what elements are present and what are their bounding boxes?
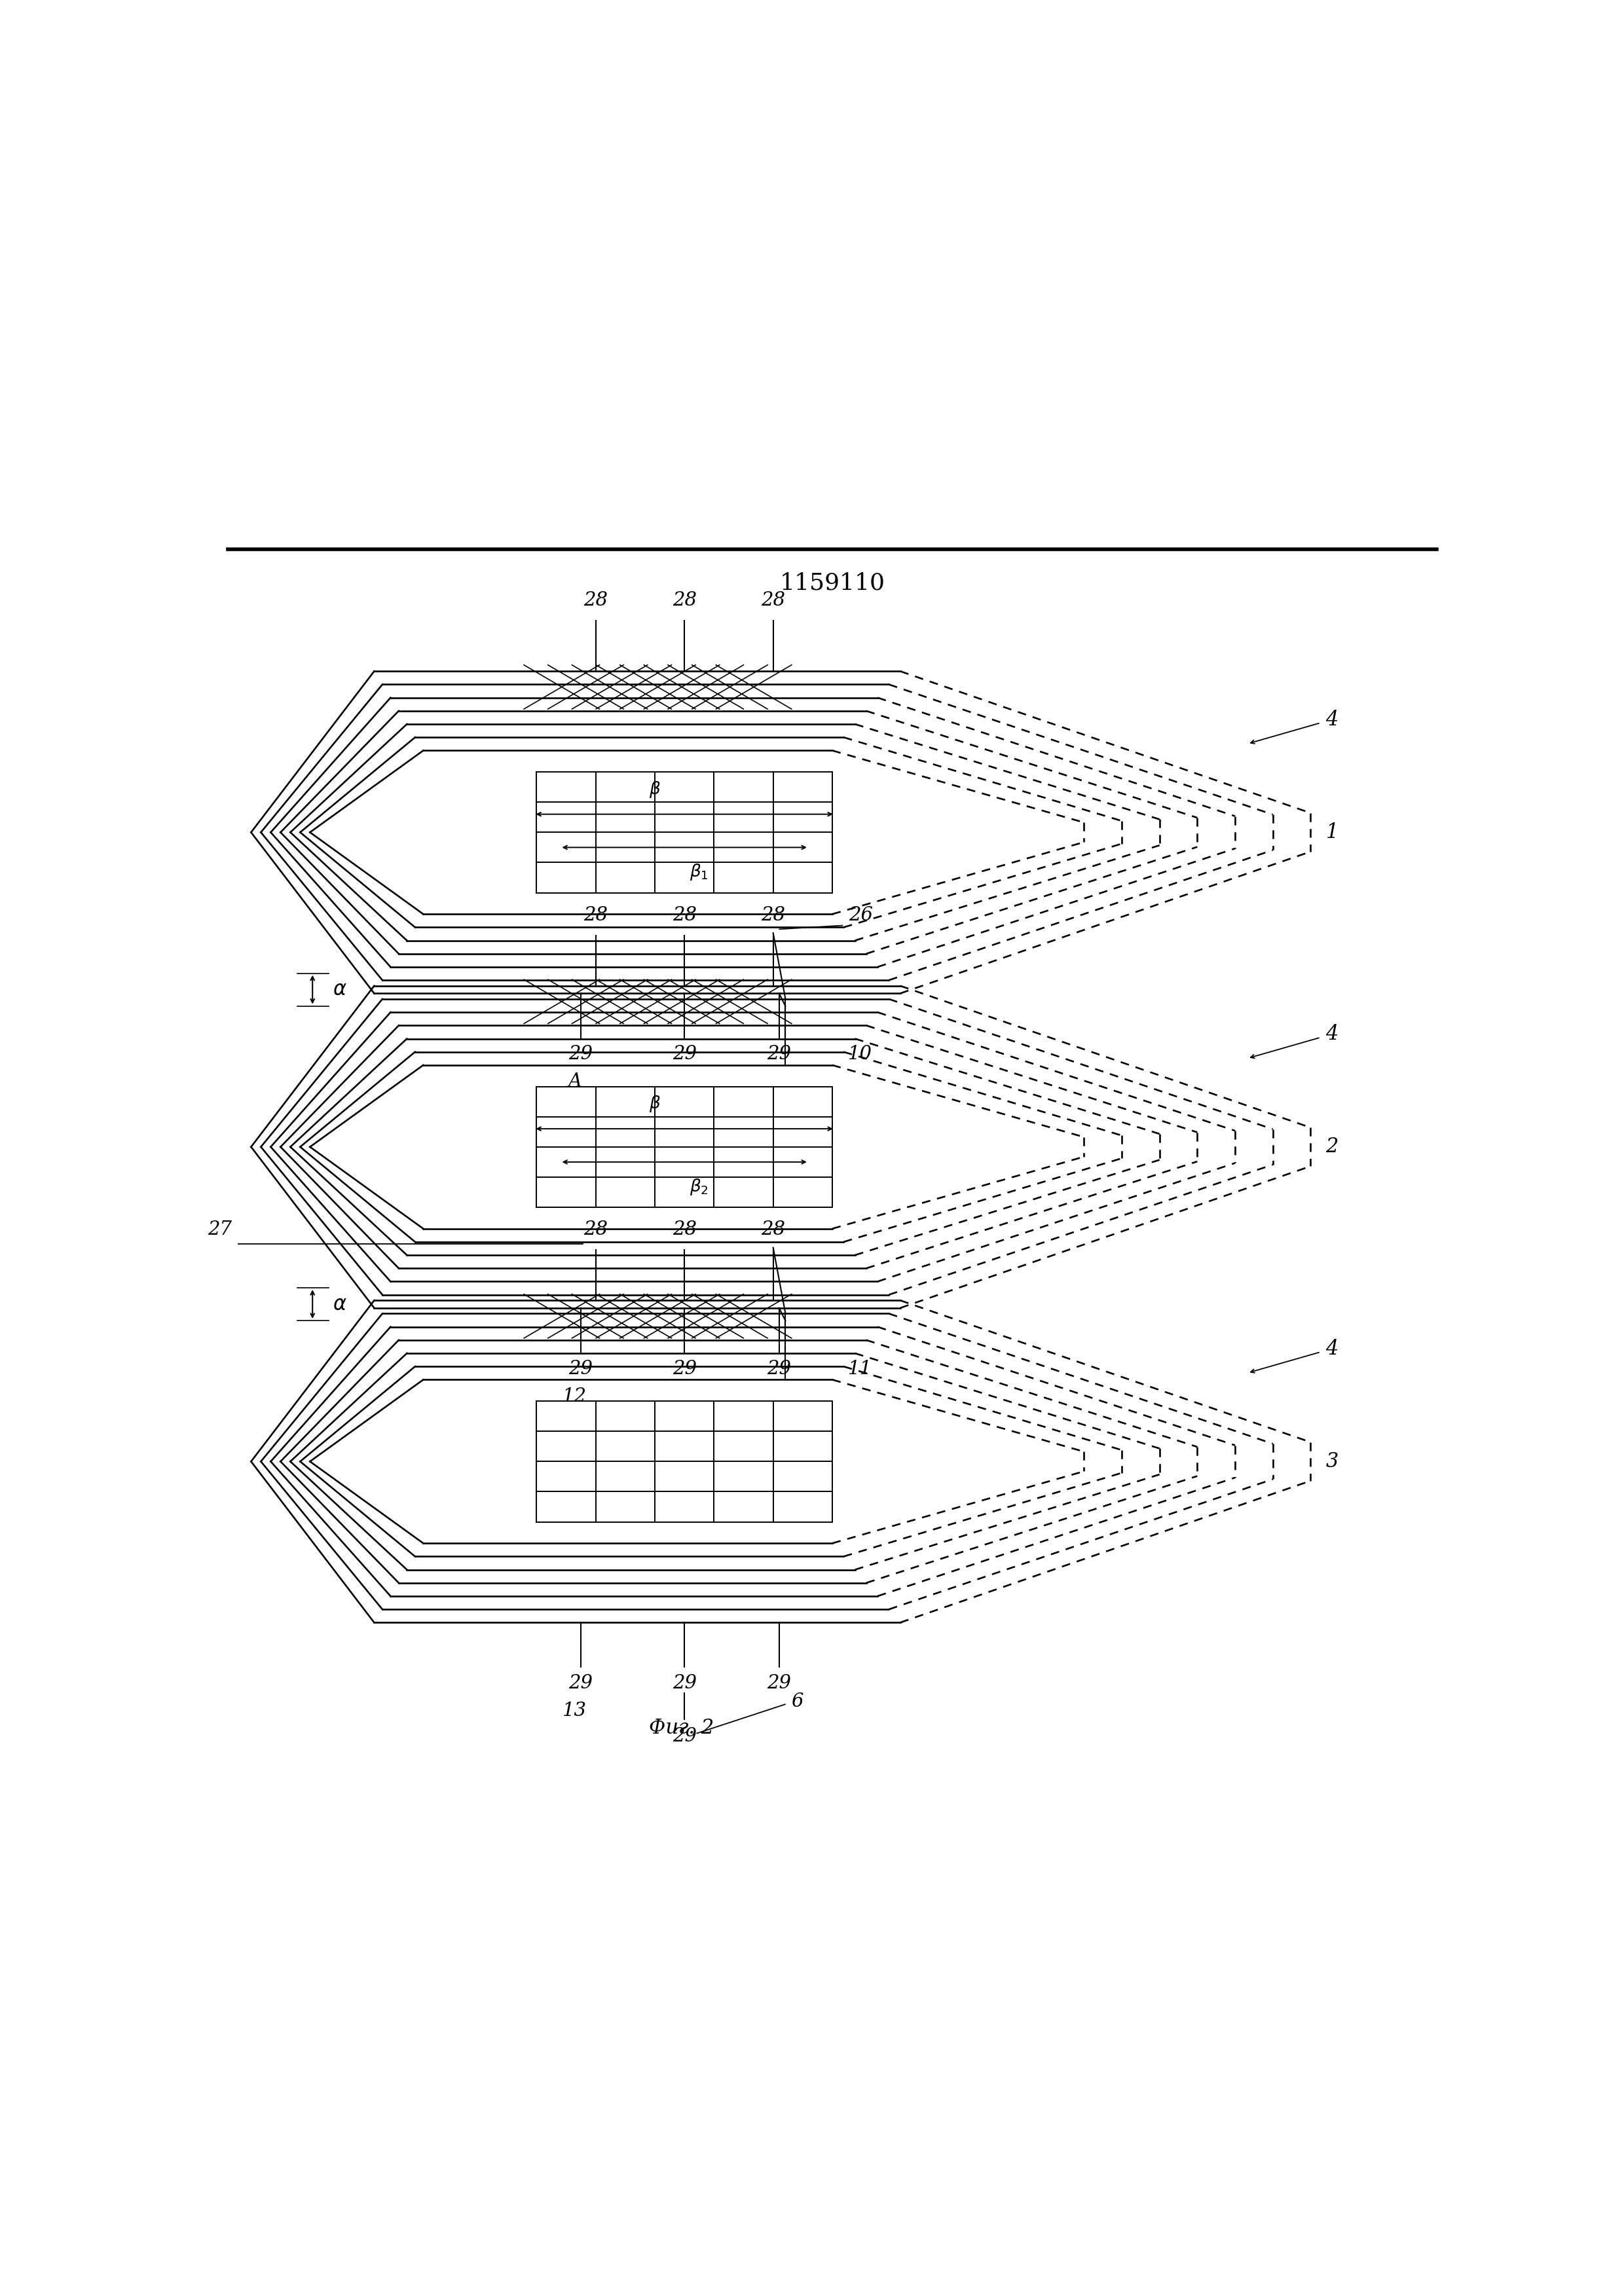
Text: 4: 4 [1325, 1339, 1338, 1359]
Text: 6: 6 [791, 1692, 804, 1711]
Text: 29: 29 [672, 1359, 697, 1378]
Text: 1159110: 1159110 [780, 572, 885, 595]
Text: $\beta$: $\beta$ [650, 778, 661, 799]
Text: 28: 28 [583, 907, 607, 925]
Text: $\beta_1$: $\beta_1$ [690, 863, 708, 882]
Text: A: A [568, 1072, 581, 1091]
Text: 28: 28 [762, 592, 786, 611]
Text: 29: 29 [767, 1674, 791, 1692]
Text: 29: 29 [767, 1359, 791, 1378]
Text: $\alpha$: $\alpha$ [333, 1295, 348, 1313]
Text: 29: 29 [568, 1045, 593, 1063]
Text: 4: 4 [1325, 709, 1338, 730]
Text: 27: 27 [208, 1221, 232, 1240]
Text: 28: 28 [583, 592, 607, 611]
Text: 28: 28 [672, 907, 697, 925]
Text: $\alpha$: $\alpha$ [333, 980, 348, 999]
Text: 11: 11 [848, 1359, 872, 1378]
Text: 28: 28 [762, 907, 786, 925]
Text: 13: 13 [562, 1701, 586, 1720]
Text: 4: 4 [1325, 1024, 1338, 1045]
Text: 29: 29 [672, 1045, 697, 1063]
Text: 10: 10 [848, 1045, 872, 1063]
Text: 29: 29 [568, 1674, 593, 1692]
Text: Фиг. 2: Фиг. 2 [648, 1717, 715, 1738]
Text: 29: 29 [568, 1359, 593, 1378]
Text: 28: 28 [672, 1221, 697, 1240]
Text: 2: 2 [1325, 1137, 1338, 1157]
Text: 29: 29 [672, 1727, 697, 1745]
Text: $\beta_2$: $\beta_2$ [690, 1178, 708, 1196]
Text: 28: 28 [583, 1221, 607, 1240]
Text: 29: 29 [672, 1674, 697, 1692]
Text: 26: 26 [849, 907, 872, 925]
Text: 1: 1 [1325, 822, 1338, 843]
Text: 28: 28 [762, 1221, 786, 1240]
Text: 12: 12 [562, 1387, 586, 1405]
Text: 29: 29 [767, 1045, 791, 1063]
Text: 28: 28 [672, 592, 697, 611]
Text: 3: 3 [1325, 1451, 1338, 1472]
Text: $\beta$: $\beta$ [650, 1093, 661, 1114]
